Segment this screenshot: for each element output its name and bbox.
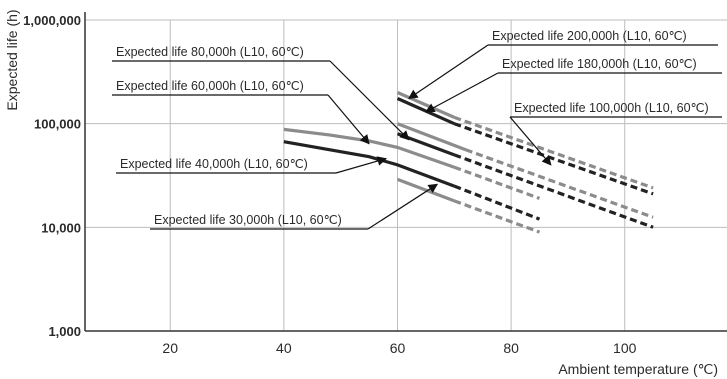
axes: 20 40 60 80 100 1,000 10,000 100,000 1,000,000 <box>23 12 727 356</box>
x-tick-label: 100 <box>613 340 637 356</box>
annotation-arrow <box>408 44 489 100</box>
series-annotation: Expected life 180,000h (L10, 60℃) <box>502 57 697 71</box>
series-line-solid <box>396 97 455 126</box>
y-tick-label: 1,000 <box>48 324 81 339</box>
series-annotation: Expected life 30,000h (L10, 60℃) <box>154 213 342 227</box>
annotation-arrow <box>425 72 499 113</box>
y-tick-label: 100,000 <box>34 117 81 132</box>
series-annotation: Expected life 100,000h (L10, 60℃) <box>514 101 709 115</box>
series-line-dashed <box>453 122 654 196</box>
annotation-arrow <box>367 183 439 230</box>
series-annotation: Expected life 80,000h (L10, 60℃) <box>116 45 304 59</box>
y-tick-label: 1,000,000 <box>23 13 81 28</box>
series-annotation: Expected life 200,000h (L10, 60℃) <box>492 29 687 43</box>
annotation-arrow <box>327 94 370 145</box>
series-line-dashed <box>453 165 541 200</box>
x-tick-label: 60 <box>390 340 406 356</box>
y-axis-label: Expected life (h) <box>4 9 20 110</box>
series-annotation: Expected life 60,000h (L10, 60℃) <box>116 79 304 93</box>
annotations: Expected life 200,000h (L10, 60℃) Expecte… <box>112 29 722 230</box>
annotation-arrow <box>329 60 410 141</box>
series-line-dashed <box>465 148 654 219</box>
annotation-arrow <box>335 156 388 174</box>
series-line-dashed <box>453 199 541 234</box>
x-tick-label: 20 <box>162 340 178 356</box>
series-line-dashed <box>453 184 541 221</box>
annotation-arrow <box>509 116 552 166</box>
x-tick-label: 40 <box>276 340 292 356</box>
series <box>283 91 654 234</box>
series-line-dashed <box>453 153 654 229</box>
series-line-solid <box>396 177 455 203</box>
series-annotation: Expected life 40,000h (L10, 60℃) <box>120 157 308 171</box>
series-line-solid <box>396 122 467 152</box>
y-tick-label: 10,000 <box>41 220 81 235</box>
x-axis-label: Ambient temperature (℃) <box>558 361 718 377</box>
series-line-dashed <box>453 115 654 190</box>
x-tick-label: 80 <box>503 340 519 356</box>
series-line-solid <box>396 91 455 119</box>
